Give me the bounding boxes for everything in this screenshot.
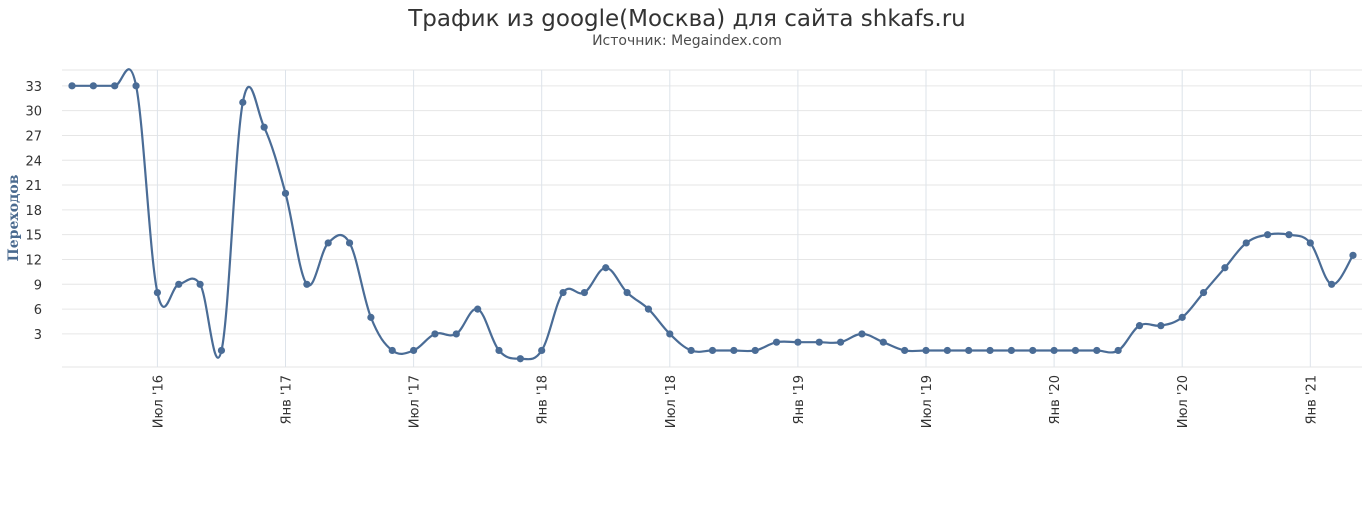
data-point[interactable] xyxy=(580,288,589,297)
data-point[interactable] xyxy=(1178,313,1186,321)
data-point[interactable] xyxy=(1135,322,1144,330)
data-point[interactable] xyxy=(858,330,866,338)
data-point[interactable] xyxy=(687,346,695,355)
data-point[interactable] xyxy=(303,280,311,288)
data-point[interactable] xyxy=(815,338,823,346)
data-point[interactable] xyxy=(153,288,161,297)
data-point[interactable] xyxy=(431,330,439,338)
data-point[interactable] xyxy=(388,346,396,355)
x-axis-ticks: Июл '16 Янв '17 Июл '17 Янв '18 Июл '18 Янв '… xyxy=(151,375,1319,428)
data-point[interactable] xyxy=(516,355,524,363)
data-point[interactable] xyxy=(495,346,503,355)
horizontal-gridlines xyxy=(62,69,1362,368)
data-point[interactable] xyxy=(730,346,738,355)
data-point[interactable] xyxy=(1093,346,1101,355)
data-point[interactable] xyxy=(602,264,610,272)
vertical-gridlines xyxy=(156,70,1311,367)
data-point[interactable] xyxy=(837,338,845,346)
x-tick-label: Июл '20 xyxy=(1176,375,1191,428)
data-point[interactable] xyxy=(260,123,268,131)
data-point[interactable] xyxy=(281,189,290,197)
data-point[interactable] xyxy=(538,346,546,355)
y-tick-label: 9 xyxy=(34,278,42,293)
x-tick-label: Янв '19 xyxy=(792,375,807,424)
data-point[interactable] xyxy=(175,280,183,288)
data-point[interactable] xyxy=(1328,280,1336,288)
data-point[interactable] xyxy=(474,305,482,313)
y-tick-label: 24 xyxy=(25,154,42,169)
data-point[interactable] xyxy=(708,346,717,355)
y-axis-ticks: 3 6 9 12 15 18 21 24 27 30 33 xyxy=(25,80,42,343)
y-tick-label: 3 xyxy=(34,328,42,343)
data-point[interactable] xyxy=(196,280,204,288)
data-point[interactable] xyxy=(901,346,909,355)
x-tick-label: Янв '17 xyxy=(280,375,295,424)
y-tick-label: 33 xyxy=(25,80,42,95)
data-point[interactable] xyxy=(1029,346,1037,355)
data-point[interactable] xyxy=(1114,346,1122,355)
data-point[interactable] xyxy=(986,346,994,355)
y-tick-label: 30 xyxy=(25,105,42,120)
plot-area xyxy=(68,68,1357,363)
data-point[interactable] xyxy=(1242,239,1250,247)
data-point[interactable] xyxy=(1050,346,1058,355)
data-point[interactable] xyxy=(367,313,375,321)
data-point[interactable] xyxy=(943,346,951,355)
data-point[interactable] xyxy=(324,239,332,247)
data-point[interactable] xyxy=(217,346,226,355)
data-point[interactable] xyxy=(794,338,802,346)
data-point[interactable] xyxy=(410,346,418,355)
y-tick-label: 18 xyxy=(25,204,42,219)
x-tick-label: Июл '19 xyxy=(920,375,935,428)
y-tick-label: 12 xyxy=(25,253,42,268)
data-point[interactable] xyxy=(132,82,140,90)
data-point[interactable] xyxy=(1349,251,1357,259)
data-point[interactable] xyxy=(1306,239,1314,247)
x-tick-label: Июл '16 xyxy=(151,375,166,428)
y-tick-label: 15 xyxy=(25,229,42,244)
x-tick-label: Янв '18 xyxy=(536,375,551,424)
data-point[interactable] xyxy=(559,288,567,297)
chart-title: Трафик из google(Москва) для сайта shkaf… xyxy=(408,6,966,32)
data-point[interactable] xyxy=(1071,346,1080,355)
data-point[interactable] xyxy=(772,338,781,346)
data-point[interactable] xyxy=(111,82,119,90)
x-tick-label: Янв '21 xyxy=(1304,375,1319,424)
data-point[interactable] xyxy=(623,288,631,297)
data-point[interactable] xyxy=(922,346,930,355)
data-point[interactable] xyxy=(1007,346,1016,355)
x-tick-label: Янв '20 xyxy=(1048,375,1063,424)
y-tick-label: 21 xyxy=(25,179,42,194)
data-point[interactable] xyxy=(68,82,76,90)
data-point[interactable] xyxy=(1221,264,1229,272)
data-point[interactable] xyxy=(89,82,97,90)
data-point[interactable] xyxy=(751,346,759,355)
x-tick-label: Июл '17 xyxy=(408,375,423,428)
chart-subtitle: Источник: Megaindex.com xyxy=(592,33,782,49)
data-point[interactable] xyxy=(965,346,973,355)
data-point[interactable] xyxy=(345,239,354,247)
data-point[interactable] xyxy=(644,305,653,313)
series-points xyxy=(68,82,1357,363)
data-point[interactable] xyxy=(452,330,460,338)
data-point[interactable] xyxy=(239,98,247,106)
data-point[interactable] xyxy=(1264,231,1272,239)
data-point[interactable] xyxy=(1157,322,1165,330)
y-tick-label: 6 xyxy=(34,303,42,318)
data-point[interactable] xyxy=(879,338,887,346)
data-point[interactable] xyxy=(1199,288,1208,297)
data-point[interactable] xyxy=(666,330,674,338)
series-line xyxy=(71,68,1354,361)
y-axis-label: Переходов xyxy=(6,174,22,261)
y-tick-label: 27 xyxy=(25,129,42,144)
x-tick-label: Июл '18 xyxy=(664,375,679,428)
data-point[interactable] xyxy=(1285,231,1293,239)
